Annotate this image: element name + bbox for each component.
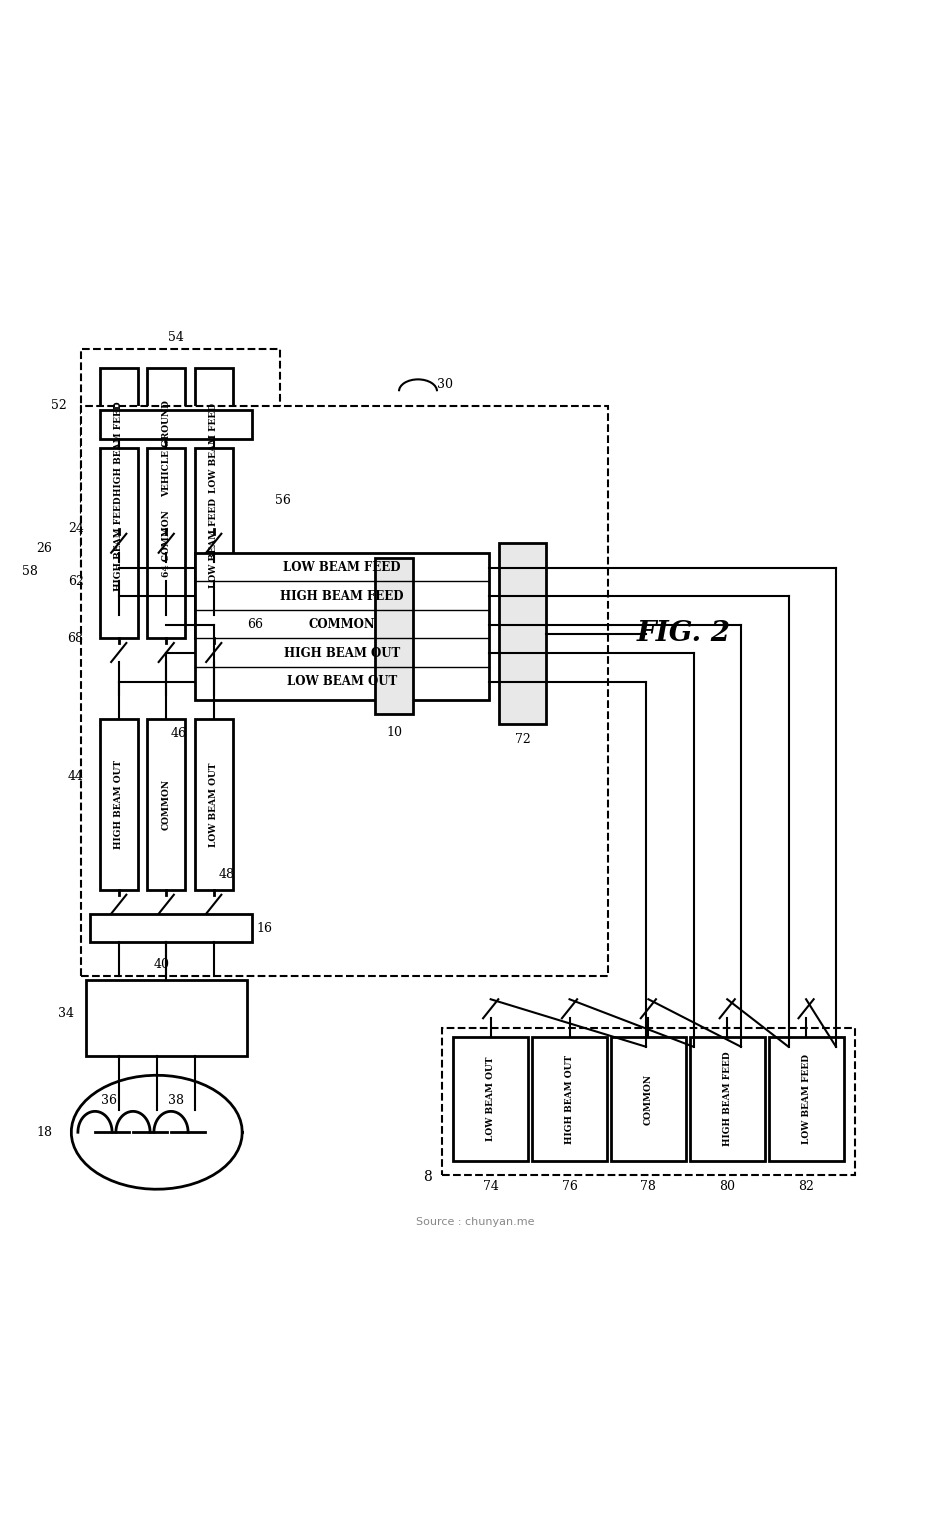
Text: HIGH BEAM FEED: HIGH BEAM FEED xyxy=(114,497,124,590)
Text: VEHICLE GROUND: VEHICLE GROUND xyxy=(162,400,171,497)
Text: FIG. 2: FIG. 2 xyxy=(637,619,731,647)
Text: 38: 38 xyxy=(168,1095,183,1107)
Polygon shape xyxy=(86,980,247,1056)
Text: 76: 76 xyxy=(561,1180,578,1193)
Text: HIGH BEAM FEED: HIGH BEAM FEED xyxy=(723,1052,732,1147)
Text: 24: 24 xyxy=(67,523,84,535)
Polygon shape xyxy=(611,1038,686,1160)
Text: 80: 80 xyxy=(719,1180,735,1193)
Text: HIGH BEAM FEED: HIGH BEAM FEED xyxy=(114,402,124,495)
Text: 64 COMMON: 64 COMMON xyxy=(162,510,171,576)
Text: 74: 74 xyxy=(483,1180,499,1193)
Polygon shape xyxy=(100,368,138,529)
Text: HIGH BEAM OUT: HIGH BEAM OUT xyxy=(565,1055,574,1144)
Polygon shape xyxy=(690,1038,765,1160)
Text: LOW BEAM FEED: LOW BEAM FEED xyxy=(802,1055,810,1144)
Text: LOW BEAM OUT: LOW BEAM OUT xyxy=(287,676,397,688)
Polygon shape xyxy=(100,448,138,638)
Text: LOW BEAM FEED: LOW BEAM FEED xyxy=(209,498,218,589)
Polygon shape xyxy=(375,558,413,714)
Text: 8: 8 xyxy=(424,1170,432,1185)
Text: 18: 18 xyxy=(36,1125,52,1139)
Polygon shape xyxy=(195,553,489,701)
Text: 30: 30 xyxy=(437,379,453,391)
Text: 52: 52 xyxy=(50,399,67,412)
Text: 68: 68 xyxy=(67,632,84,645)
Polygon shape xyxy=(86,553,252,581)
Text: 10: 10 xyxy=(387,725,402,739)
Polygon shape xyxy=(195,448,233,638)
Text: 58: 58 xyxy=(22,566,38,578)
Text: 82: 82 xyxy=(798,1180,814,1193)
Text: HIGH BEAM OUT: HIGH BEAM OUT xyxy=(284,647,400,659)
Text: 46: 46 xyxy=(171,727,187,740)
Text: HIGH BEAM OUT: HIGH BEAM OUT xyxy=(114,760,124,849)
Text: 48: 48 xyxy=(218,868,235,880)
Polygon shape xyxy=(81,348,280,567)
Polygon shape xyxy=(100,411,252,438)
Polygon shape xyxy=(81,406,608,975)
Text: 66: 66 xyxy=(247,618,263,630)
Polygon shape xyxy=(147,448,185,638)
Text: 16: 16 xyxy=(256,921,273,935)
Polygon shape xyxy=(90,914,252,943)
Text: 56: 56 xyxy=(276,494,292,507)
Text: 26: 26 xyxy=(36,541,52,555)
Polygon shape xyxy=(499,543,546,724)
Text: LOW BEAM OUT: LOW BEAM OUT xyxy=(209,762,218,846)
Text: Source : chunyan.me: Source : chunyan.me xyxy=(416,1217,534,1228)
Text: 36: 36 xyxy=(102,1095,117,1107)
Polygon shape xyxy=(100,719,138,891)
Text: 40: 40 xyxy=(154,958,169,970)
Polygon shape xyxy=(147,368,185,529)
Text: 72: 72 xyxy=(515,733,530,747)
Polygon shape xyxy=(532,1038,607,1160)
Text: LOW BEAM OUT: LOW BEAM OUT xyxy=(486,1056,495,1141)
Text: 34: 34 xyxy=(58,1007,74,1019)
Text: 54: 54 xyxy=(168,331,183,343)
Text: COMMON: COMMON xyxy=(644,1073,653,1125)
Text: HIGH BEAM FEED: HIGH BEAM FEED xyxy=(280,590,404,602)
Text: LOW BEAM FEED: LOW BEAM FEED xyxy=(209,403,218,494)
Polygon shape xyxy=(147,719,185,891)
Polygon shape xyxy=(195,368,233,529)
Polygon shape xyxy=(453,1038,528,1160)
Text: COMMON: COMMON xyxy=(309,618,375,632)
Polygon shape xyxy=(769,1038,844,1160)
Text: COMMON: COMMON xyxy=(162,779,171,829)
Text: 78: 78 xyxy=(640,1180,656,1193)
Polygon shape xyxy=(195,719,233,891)
Text: 44: 44 xyxy=(67,770,84,782)
Polygon shape xyxy=(442,1027,855,1174)
Text: LOW BEAM FEED: LOW BEAM FEED xyxy=(283,561,401,575)
Text: 62: 62 xyxy=(67,575,84,587)
